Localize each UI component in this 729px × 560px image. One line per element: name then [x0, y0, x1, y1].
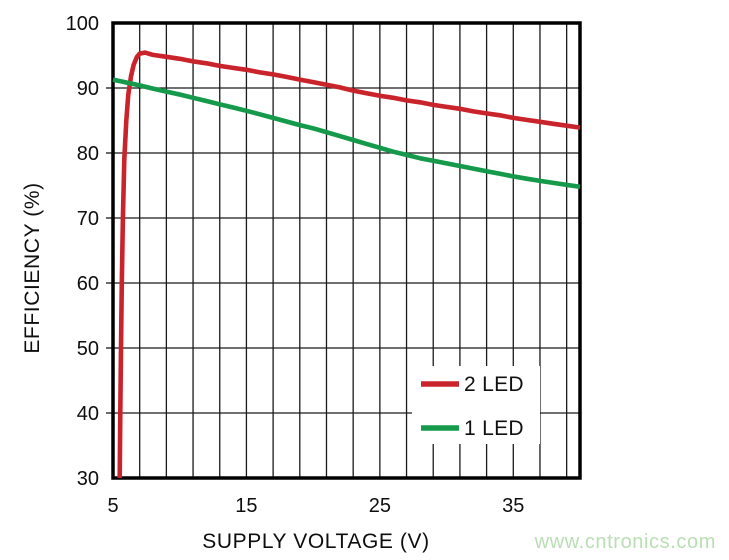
y-tick-label: 60 [77, 273, 99, 295]
watermark: www.cntronics.com [534, 531, 716, 553]
x-tick-label: 5 [107, 495, 118, 517]
curves-layer [112, 50, 581, 479]
y-tick-label: 100 [66, 13, 99, 35]
legend: 2 LED 1 LED [412, 366, 540, 444]
x-tick-label: 25 [369, 495, 391, 517]
y-tick-label: 40 [77, 403, 99, 425]
curve-1-led [112, 77, 581, 190]
legend-label-1led: 1 LED [464, 417, 524, 440]
legend-background [412, 366, 540, 444]
plot-border [111, 21, 582, 480]
x-axis-title: SUPPLY VOLTAGE (V) [202, 530, 429, 553]
y-tick-label: 80 [77, 143, 99, 165]
y-axis-title: EFFICIENCY (%) [21, 182, 44, 353]
axis-tick-labels: 5 15 25 35 30 40 50 60 70 80 90 100 [66, 13, 525, 517]
legend-label-2led: 2 LED [464, 373, 524, 396]
y-tick-label: 50 [77, 338, 99, 360]
y-tick-label: 90 [77, 78, 99, 100]
y-tick-label: 70 [77, 208, 99, 230]
y-tick-label: 30 [77, 468, 99, 490]
x-tick-label: 15 [235, 495, 257, 517]
x-tick-label: 35 [502, 495, 524, 517]
